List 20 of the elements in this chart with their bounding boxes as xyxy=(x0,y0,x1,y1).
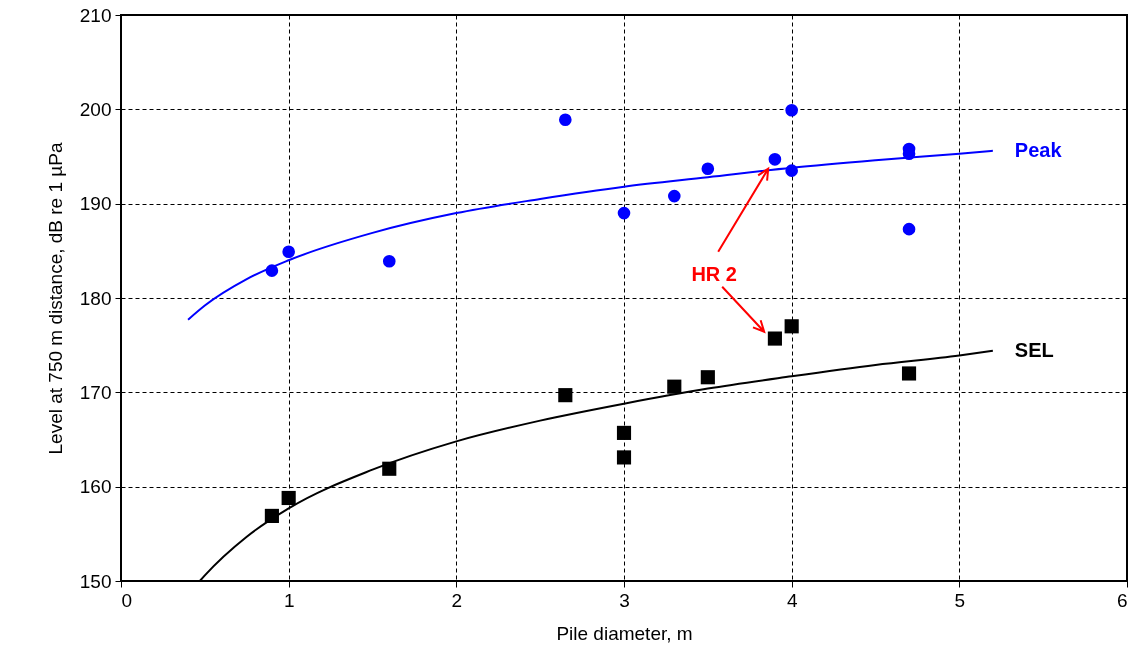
y-tick-label: 150 xyxy=(79,570,112,592)
x-tick-label: 6 xyxy=(1116,589,1128,611)
x-tick-label: 1 xyxy=(283,589,295,611)
y-tick-label: 200 xyxy=(79,98,112,120)
y-tick-label: 170 xyxy=(79,381,112,403)
y-tick-label: 210 xyxy=(79,4,112,26)
series-label: Peak xyxy=(1014,138,1063,161)
x-tick-label: 5 xyxy=(954,589,966,611)
x-tick-label: 2 xyxy=(451,589,463,611)
annotation: HR 2 xyxy=(691,262,737,285)
series-label: SEL xyxy=(1014,338,1054,361)
y-axis-title: Level at 750 m distance, dB re 1 µPa xyxy=(44,142,66,455)
x-axis-title: Pile diameter, m xyxy=(556,622,693,644)
x-tick-label: 3 xyxy=(619,589,630,611)
x-tick-label: 4 xyxy=(786,589,798,611)
y-tick-label: 190 xyxy=(79,193,112,215)
y-tick-label: 160 xyxy=(79,476,112,498)
y-tick-label: 180 xyxy=(79,287,112,309)
line-series xyxy=(187,149,994,321)
x-tick-label: 0 xyxy=(121,589,133,611)
